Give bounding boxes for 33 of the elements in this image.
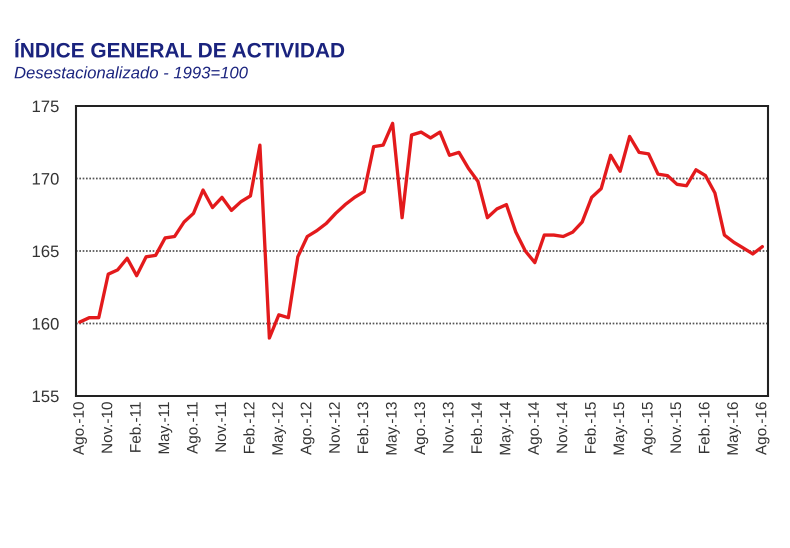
x-tick-label: Ago.-11 — [186, 402, 201, 454]
x-tick-label: Feb.-15 — [584, 402, 596, 453]
line-series — [78, 122, 764, 340]
x-tick-label: May.-14 — [500, 402, 514, 454]
x-tick-label: Ago.-12 — [300, 402, 314, 456]
x-tick-label: Nov.-12 — [329, 402, 340, 453]
y-tick-label: 155 — [32, 390, 59, 402]
y-tick-label: 160 — [32, 318, 59, 330]
y-tick-label: 175 — [32, 100, 59, 112]
x-tick-label: Feb.-11 — [130, 402, 141, 452]
x-tick-label: Ago.-13 — [414, 402, 428, 456]
x-tick-label: May.-12 — [272, 402, 286, 454]
x-tick-label: May.-11 — [158, 402, 172, 454]
x-tick-label: Feb.-16 — [698, 402, 710, 453]
x-tick-label: Feb.-13 — [357, 402, 368, 453]
x-tick-label: Nov.-11 — [215, 402, 226, 452]
x-tick-label: Nov.-14 — [556, 402, 568, 453]
chart-title: ÍNDICE GENERAL DE ACTIVIDAD — [15, 38, 344, 58]
x-tick-label: May.-13 — [386, 402, 400, 454]
x-tick-label: Ago.-15 — [642, 402, 656, 456]
y-tick-label: 165 — [32, 245, 59, 258]
x-tick-label: Ago.-14 — [528, 402, 542, 456]
x-tick-label: Feb.-14 — [470, 402, 482, 453]
x-tick-label: May.-16 — [727, 402, 741, 454]
x-tick-label: Ago.-10 — [73, 402, 87, 456]
x-tick-label: Feb.-12 — [243, 402, 255, 453]
x-tick-label: Nov.-10 — [102, 402, 112, 453]
y-tick-label: 170 — [32, 172, 59, 185]
x-tick-label: Nov.-13 — [442, 402, 454, 453]
chart-subtitle: Desestacionalizado - 1993=100 — [14, 66, 248, 78]
x-tick-label: Ago.-16 — [756, 402, 770, 456]
x-tick-label: May.-15 — [614, 402, 628, 454]
x-tick-label: Nov.-15 — [670, 402, 682, 453]
